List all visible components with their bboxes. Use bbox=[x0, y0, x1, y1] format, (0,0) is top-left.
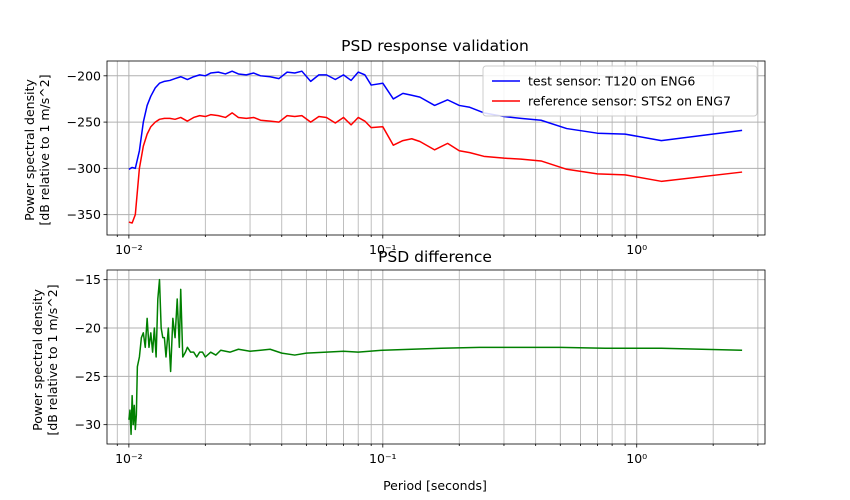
x-tick-label: 10⁻¹ bbox=[369, 451, 397, 466]
axes-frame bbox=[106, 60, 766, 236]
series-line-reference bbox=[128, 112, 743, 224]
x-tick-label: 10⁰ bbox=[626, 451, 647, 466]
y-axis-label-bottom-line2: [dB relative to 1 m/s^2] bbox=[45, 284, 60, 435]
legend-label-test: test sensor: T120 on ENG6 bbox=[528, 74, 695, 89]
y-axis-label-top-line2: [dB relative to 1 m/s^2] bbox=[37, 74, 52, 225]
series-line-difference bbox=[128, 278, 743, 436]
x-tick-label: 10⁻¹ bbox=[369, 242, 397, 257]
chart-title-top: PSD response validation bbox=[341, 37, 529, 55]
axes-frame bbox=[106, 269, 766, 445]
chart-title-bottom: PSD difference bbox=[378, 248, 492, 266]
x-tick-label: 10⁻² bbox=[115, 242, 143, 257]
y-tick-label: −30 bbox=[75, 417, 101, 432]
y-tick-label: −25 bbox=[75, 369, 101, 384]
y-tick-label: −300 bbox=[67, 161, 101, 176]
legend-box bbox=[482, 65, 758, 117]
psd-response-panel: PSD response validation Power spectral d… bbox=[22, 37, 766, 294]
x-tick-label: 10⁻² bbox=[115, 451, 143, 466]
legend-label-reference: reference sensor: STS2 on ENG7 bbox=[528, 94, 731, 109]
y-tick-label: −200 bbox=[67, 68, 101, 83]
y-tick-label: −20 bbox=[75, 321, 101, 336]
y-tick-label: −350 bbox=[67, 207, 101, 222]
axes-background-overlap bbox=[360, 270, 520, 294]
psd-difference-panel: PSD difference Power spectral density [d… bbox=[30, 248, 766, 493]
y-tick-label: −15 bbox=[75, 272, 101, 287]
y-axis-label-top-line1: Power spectral density bbox=[22, 79, 37, 221]
y-tick-label: −250 bbox=[67, 115, 101, 130]
y-axis-label-bottom-line1: Power spectral density bbox=[30, 289, 45, 431]
x-axis-label-bottom: Period [seconds] bbox=[383, 478, 487, 493]
x-tick-label: 10⁰ bbox=[626, 242, 647, 257]
series-line-test bbox=[128, 70, 743, 170]
